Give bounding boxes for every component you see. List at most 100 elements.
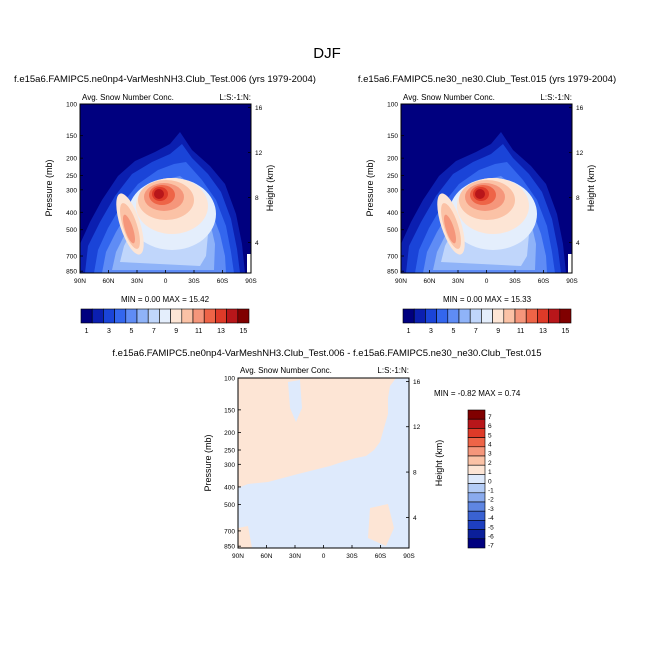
colorbar-swatch <box>147 308 160 324</box>
colorbar-label: 11 <box>195 328 202 335</box>
x-tick-label: 90S <box>245 278 257 285</box>
colorbar-label: 5 <box>129 328 133 335</box>
colorbar-label: 7 <box>488 414 492 421</box>
panel-subtitle-right: L:S:-1:N: <box>540 93 572 102</box>
axes: 90N 60N 30N 0 30S 60S 90S 100 150 200 250 300 400 500… <box>66 102 262 286</box>
contour-level <box>238 472 388 516</box>
x-tick-label: 30N <box>452 278 464 285</box>
colorbar-swatch <box>537 308 549 324</box>
colorbar-swatch <box>525 308 538 324</box>
y-tick-label: 250 <box>224 448 235 455</box>
contour-level <box>475 189 485 199</box>
y2-tick-label: 8 <box>413 470 417 477</box>
y2-tick-label: 8 <box>255 195 259 202</box>
colorbar-swatch <box>203 308 216 324</box>
colorbar-swatch <box>467 529 486 540</box>
y2-tick-label: 4 <box>255 240 259 247</box>
colorbar-swatch <box>458 308 471 324</box>
colorbar-label: 1 <box>488 469 492 476</box>
y-tick-label: 150 <box>66 133 77 140</box>
y-tick-label: 100 <box>224 376 235 383</box>
colorbar-swatch <box>467 510 486 521</box>
contour-level <box>288 380 302 422</box>
colorbar-swatch <box>413 308 426 324</box>
colorbar-label: 3 <box>429 328 433 335</box>
colorbar-swatch <box>159 308 171 324</box>
colorbar-swatch <box>514 308 527 324</box>
figure-title: DJF <box>313 45 341 62</box>
min-max-text: MIN = 0.00 MAX = 15.42 <box>121 295 210 304</box>
y-tick-label: 850 <box>224 544 235 551</box>
contour-lobe <box>444 214 456 244</box>
colorbar-swatch <box>125 308 138 324</box>
colorbar-swatch <box>467 492 486 503</box>
colorbar-label: 3 <box>488 451 492 458</box>
colorbar-label: 7 <box>474 328 478 335</box>
colorbar-label: -2 <box>488 497 494 504</box>
contour-field <box>80 104 251 273</box>
y2-tick-label: 12 <box>255 150 263 157</box>
y-tick-label: 150 <box>224 407 235 414</box>
x-tick-label: 0 <box>485 278 489 285</box>
colorbar-label: 15 <box>240 328 248 335</box>
colorbar-label: 5 <box>488 432 492 439</box>
colorbar-swatch <box>80 308 93 324</box>
y-tick-label: 200 <box>387 156 398 163</box>
y2-tick-label: 16 <box>255 105 263 112</box>
colorbar-swatch <box>467 409 486 420</box>
y-tick-label: 250 <box>387 173 398 180</box>
colorbar-swatch <box>559 308 572 324</box>
contour-lobe <box>123 214 135 244</box>
panel-title: f.e15a6.FAMIPC5.ne0np4-VarMeshNH3.Club_T… <box>112 348 541 359</box>
y-tick-label: 500 <box>66 227 77 234</box>
colorbar-label: 13 <box>217 328 225 335</box>
colorbar-swatch <box>467 483 486 494</box>
colorbar-label: 1 <box>85 328 89 335</box>
y-tick-label: 500 <box>224 502 235 509</box>
y-tick-label: 150 <box>387 133 398 140</box>
colorbar-swatch <box>226 308 239 324</box>
colorbar-swatch <box>447 308 460 324</box>
x-tick-label: 0 <box>322 553 326 560</box>
axes: 90N 60N 30N 0 30S 60S 90S 100 150 200 250 300 400 500… <box>387 102 583 286</box>
x-tick-label: 60S <box>217 278 229 285</box>
colorbar-label: 5 <box>451 328 455 335</box>
missing-data <box>568 254 572 273</box>
y-tick-label: 100 <box>66 102 77 109</box>
missing-data <box>247 254 251 273</box>
y-tick-label: 200 <box>224 430 235 437</box>
contour-level <box>154 189 164 199</box>
colorbar-swatch <box>91 308 104 324</box>
y-tick-label: 400 <box>387 210 398 217</box>
y-axis-label: Pressure (mb) <box>365 159 375 216</box>
contour-level <box>238 526 252 548</box>
colorbar-swatch <box>237 308 250 324</box>
colorbar-swatch <box>481 308 493 324</box>
y2-axis-label: Height (km) <box>586 165 596 212</box>
min-max-text: MIN = -0.82 MAX = 0.74 <box>434 389 521 398</box>
colorbar: 1 3 5 7 9 11 13 15 <box>402 308 572 335</box>
colorbar-swatch <box>436 308 449 324</box>
y2-tick-label: 12 <box>576 150 584 157</box>
y-tick-label: 700 <box>387 254 398 261</box>
y2-axis-label: Height (km) <box>265 165 275 212</box>
colorbar-swatch <box>467 437 486 448</box>
colorbar-label: 11 <box>517 328 524 335</box>
colorbar-swatch <box>114 308 127 324</box>
colorbar-label: 7 <box>152 328 156 335</box>
colorbar: 1 3 5 7 9 11 13 15 <box>80 308 250 335</box>
y-tick-label: 200 <box>66 156 77 163</box>
y-tick-label: 300 <box>387 187 398 194</box>
panel-subtitle-left: Avg. Snow Number Conc. <box>240 366 332 375</box>
colorbar-swatch <box>136 308 149 324</box>
y-tick-label: 300 <box>66 187 77 194</box>
x-tick-label: 90N <box>395 278 407 285</box>
colorbar-swatch <box>103 308 115 324</box>
x-tick-label: 0 <box>164 278 168 285</box>
panel-top-left: f.e15a6.FAMIPC5.ne0np4-VarMeshNH3.Club_T… <box>14 74 316 335</box>
y-tick-label: 700 <box>224 528 235 535</box>
colorbar-swatch <box>467 455 486 466</box>
x-tick-label: 60S <box>375 553 387 560</box>
y-axis-label: Pressure (mb) <box>44 159 54 216</box>
colorbar-swatch <box>467 474 486 484</box>
